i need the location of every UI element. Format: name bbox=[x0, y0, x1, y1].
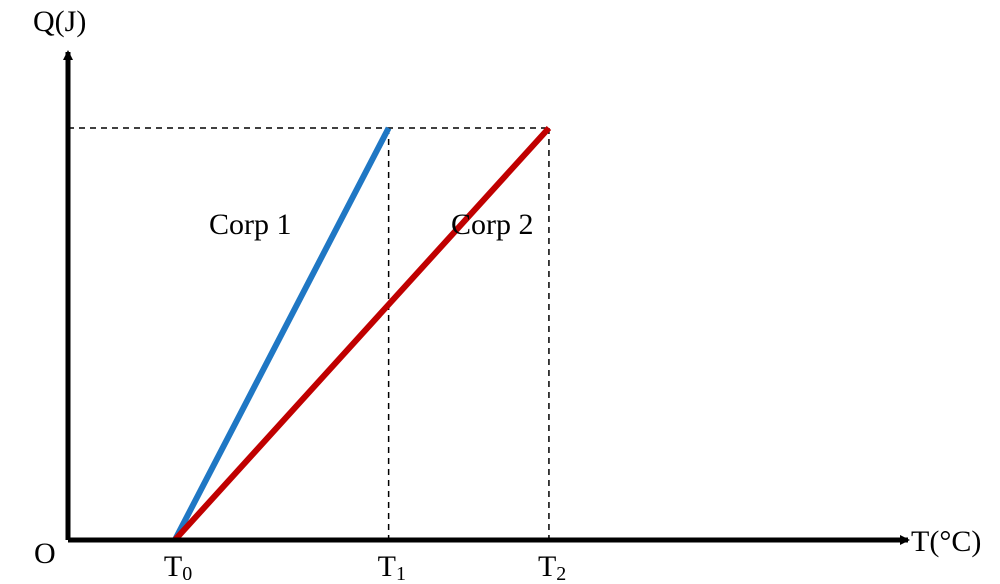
series-label: Corp 2 bbox=[451, 208, 534, 241]
x-tick-label: T2 bbox=[538, 550, 566, 584]
x-tick-label: T0 bbox=[164, 550, 192, 584]
axes bbox=[63, 50, 910, 545]
x-tick-label: T1 bbox=[378, 550, 406, 584]
series-line bbox=[172, 125, 552, 543]
origin-label: O bbox=[34, 537, 56, 570]
series-label: Corp 1 bbox=[209, 208, 292, 241]
series-line bbox=[172, 126, 392, 542]
x-axis-title: T(°C) bbox=[911, 525, 981, 558]
series-layer: Corp 1 Corp 2 bbox=[172, 125, 552, 543]
y-axis-title: Q(J) bbox=[33, 5, 86, 38]
x-tick-labels: T0 T1 T2 bbox=[164, 550, 566, 584]
guide-lines bbox=[68, 127, 550, 540]
